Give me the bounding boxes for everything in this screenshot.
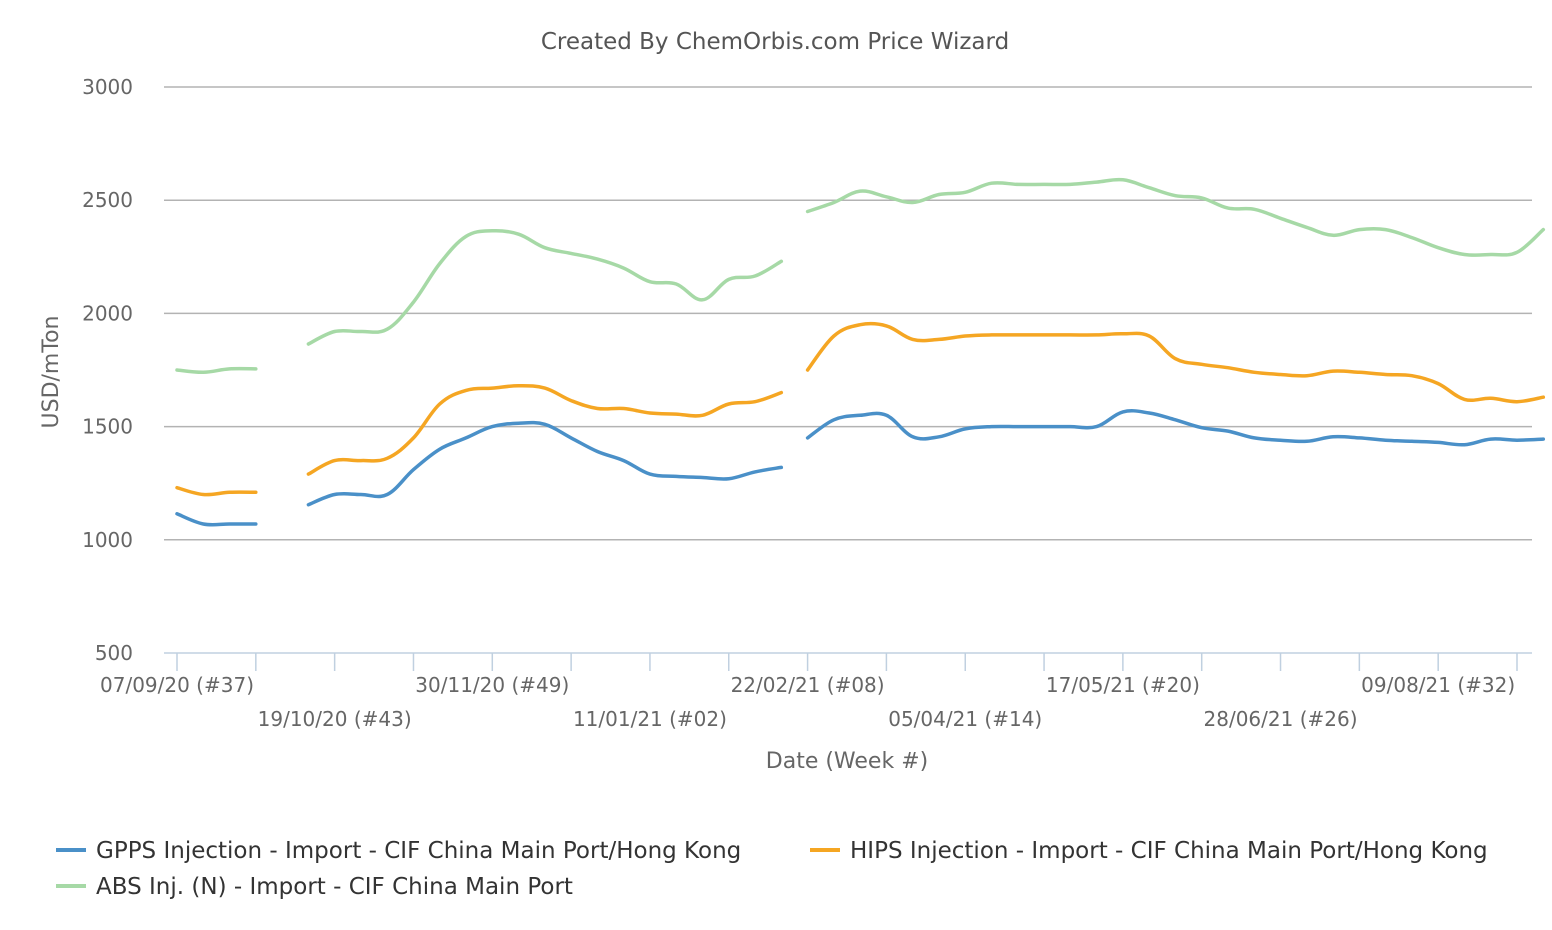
x-axis-ticks: 07/09/20 (#37)19/10/20 (#43)30/11/20 (#4… — [100, 653, 1518, 731]
y-axis-title: USD/mTon — [39, 316, 64, 429]
legend-entry[interactable]: ABS Inj. (N) - Import - CIF China Main P… — [96, 874, 573, 900]
gridlines — [164, 86, 1532, 541]
x-tick-label: 19/10/20 (#43) — [258, 707, 412, 731]
series-line — [306, 420, 784, 507]
x-tick-label: 28/06/21 (#26) — [1204, 707, 1358, 731]
series-lines — [175, 177, 1546, 527]
series-line — [175, 512, 258, 527]
series-line — [805, 409, 1546, 447]
y-axis-ticks: 500 1000 1500 2000 2500 3000 — [82, 75, 133, 665]
series-line — [306, 384, 784, 476]
x-tick-label: 22/02/21 (#08) — [731, 673, 885, 697]
series-line — [306, 228, 784, 346]
series-line — [175, 485, 258, 497]
y-tick-label: 2000 — [82, 301, 133, 325]
y-tick-label: 2500 — [82, 188, 133, 212]
x-tick-label: 07/09/20 (#37) — [100, 673, 254, 697]
x-tick-label: 30/11/20 (#49) — [415, 673, 569, 697]
series-line — [805, 321, 1546, 404]
x-tick-label: 17/05/21 (#20) — [1046, 673, 1200, 697]
y-tick-label: 500 — [95, 641, 133, 665]
x-tick-label: 09/08/21 (#32) — [1361, 673, 1515, 697]
y-tick-label: 1000 — [82, 528, 133, 552]
legend-entry[interactable]: HIPS Injection - Import - CIF China Main… — [850, 838, 1488, 864]
y-tick-label: 3000 — [82, 75, 133, 99]
series-line — [805, 177, 1546, 257]
chart-title: Created By ChemOrbis.com Price Wizard — [541, 29, 1009, 55]
x-tick-label: 11/01/21 (#02) — [573, 707, 727, 731]
legend: GPPS Injection - Import - CIF China Main… — [56, 838, 1488, 900]
y-tick-label: 1500 — [82, 415, 133, 439]
legend-entry[interactable]: GPPS Injection - Import - CIF China Main… — [96, 838, 741, 864]
x-tick-label: 05/04/21 (#14) — [888, 707, 1042, 731]
x-axis-title: Date (Week #) — [766, 749, 928, 774]
series-line — [175, 366, 258, 375]
